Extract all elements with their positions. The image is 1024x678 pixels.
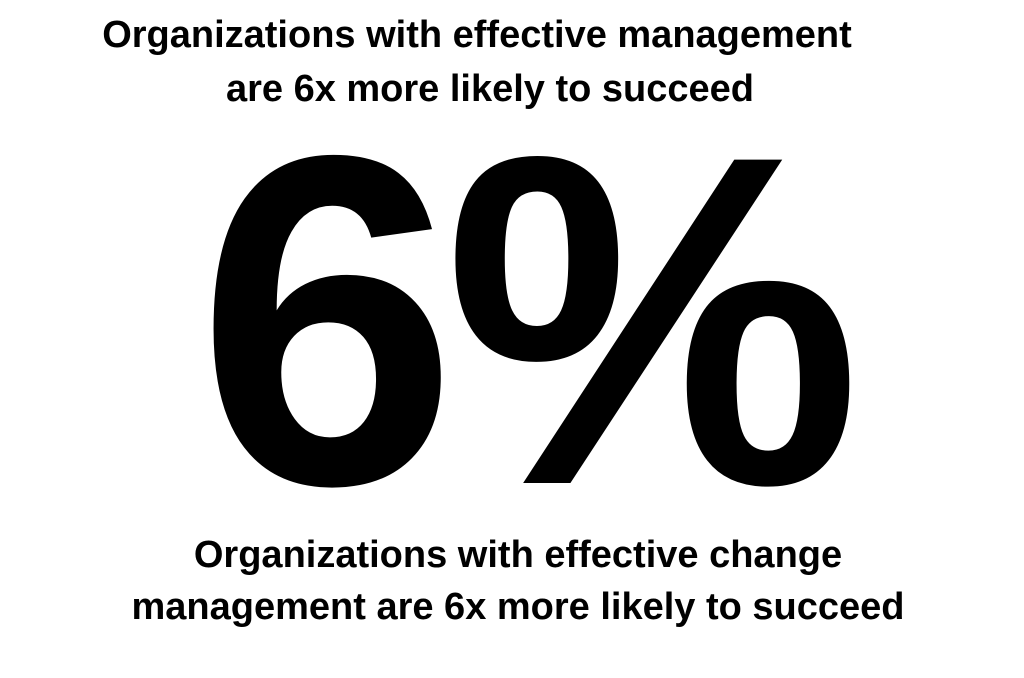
big-stat: 6% [196, 58, 861, 583]
headline-line: are 6x more likely to succeed [225, 68, 755, 110]
headline-line: Organizations with effective management [102, 14, 852, 56]
caption-line: management are 6x more likely to succeed [131, 586, 905, 628]
caption-line: Organizations with effective change [193, 534, 843, 576]
